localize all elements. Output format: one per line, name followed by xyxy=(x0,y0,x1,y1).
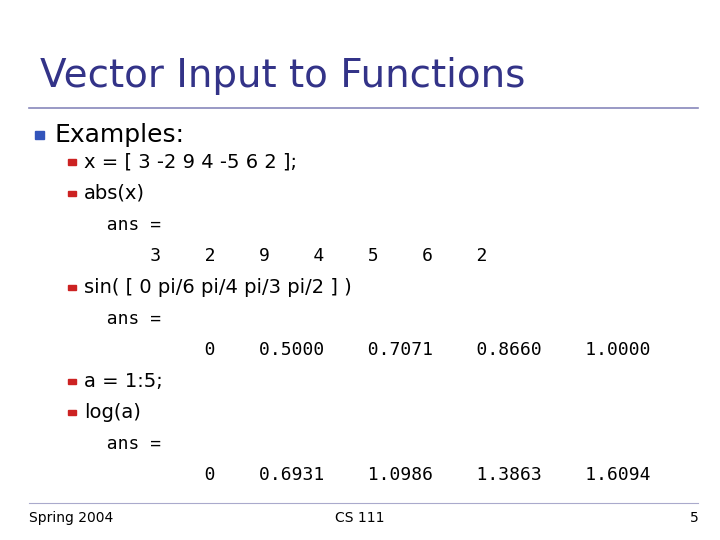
Text: ans =: ans = xyxy=(85,215,161,234)
Text: abs(x): abs(x) xyxy=(84,184,145,203)
Text: 0    0.6931    1.0986    1.3863    1.6094: 0 0.6931 1.0986 1.3863 1.6094 xyxy=(85,466,650,484)
Text: x = [ 3 -2 9 4 -5 6 2 ];: x = [ 3 -2 9 4 -5 6 2 ]; xyxy=(84,152,297,172)
Text: CS 111: CS 111 xyxy=(336,511,384,525)
Text: Spring 2004: Spring 2004 xyxy=(29,511,113,525)
Text: Examples:: Examples: xyxy=(55,123,185,147)
Bar xyxy=(35,131,44,138)
Text: log(a): log(a) xyxy=(84,403,141,422)
Text: a = 1:5;: a = 1:5; xyxy=(84,372,163,391)
Bar xyxy=(68,379,76,384)
Text: sin( [ 0 pi/6 pi/4 pi/3 pi/2 ] ): sin( [ 0 pi/6 pi/4 pi/3 pi/2 ] ) xyxy=(84,278,352,297)
Text: Vector Input to Functions: Vector Input to Functions xyxy=(40,57,525,94)
Text: ans =: ans = xyxy=(85,435,161,453)
Text: 0    0.5000    0.7071    0.8660    1.0000: 0 0.5000 0.7071 0.8660 1.0000 xyxy=(85,341,650,359)
Bar xyxy=(68,285,76,290)
Text: 3    2    9    4    5    6    2: 3 2 9 4 5 6 2 xyxy=(85,247,487,265)
Text: 5: 5 xyxy=(690,511,698,525)
Bar xyxy=(68,410,76,415)
Text: ans =: ans = xyxy=(85,309,161,328)
Bar xyxy=(68,159,76,165)
Bar xyxy=(68,191,76,196)
